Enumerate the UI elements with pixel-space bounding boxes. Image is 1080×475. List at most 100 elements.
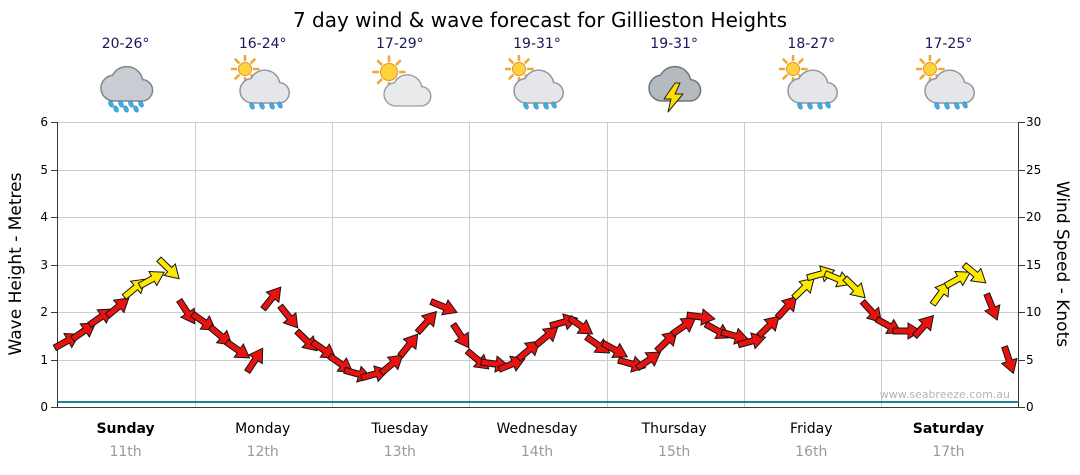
- rain-icon: [57, 55, 194, 113]
- wind-arrow: [239, 341, 272, 377]
- wind-arrow: [666, 309, 702, 343]
- day-temperature-range: 16-24°: [238, 36, 287, 52]
- wind-arrow: [735, 327, 769, 354]
- wind-arrow: [995, 342, 1023, 377]
- wind-arrow: [924, 275, 958, 311]
- right-axis-tick-label: 0: [1026, 400, 1034, 414]
- right-axis-tick-label: 30: [1026, 115, 1042, 129]
- right-axis-title: Wind Speed - Knots: [1052, 180, 1072, 348]
- gridline-horizontal: [58, 169, 1018, 171]
- day-header: 19-31°: [606, 36, 743, 113]
- left-axis-tick-label: 1: [40, 352, 48, 367]
- gridline-day-separator: [195, 122, 197, 407]
- wind-arrow: [426, 292, 461, 322]
- right-axis-tick-label: 5: [1026, 352, 1034, 367]
- day-header: 18-27°: [743, 36, 880, 113]
- left-axis-tick: [51, 169, 57, 171]
- page-title: 7 day wind & wave forecast for Gilliesto…: [292, 8, 788, 32]
- wind-arrow: [170, 294, 203, 330]
- wave-height-line: [58, 401, 1018, 404]
- day-header: 20-26°: [57, 36, 194, 113]
- day-header: 17-29°: [331, 36, 468, 113]
- left-axis-tick: [51, 122, 57, 123]
- day-temperature-range: 20-26°: [101, 36, 150, 52]
- wind-arrow: [134, 263, 170, 295]
- day-name-label: Thursday: [641, 421, 707, 437]
- day-name-label: Wednesday: [496, 421, 578, 437]
- right-axis-tick-label: 10: [1026, 305, 1042, 319]
- left-axis-tick: [51, 264, 57, 266]
- gridline-horizontal: [58, 312, 1018, 313]
- left-axis-tick-label: 4: [40, 210, 48, 224]
- storm-icon: [606, 55, 743, 113]
- right-axis-tick-label: 15: [1026, 257, 1042, 272]
- left-axis-tick-label: 3: [40, 257, 48, 272]
- wind-arrow: [649, 323, 684, 358]
- sun-rain-icon: [194, 54, 331, 113]
- left-axis-title: Wave Height - Metres: [6, 172, 26, 356]
- left-axis-tick: [51, 359, 57, 361]
- wind-arrow: [203, 318, 239, 353]
- wind-arrow: [820, 264, 855, 294]
- day-date-label: 15th: [658, 444, 691, 460]
- day-name-label: Saturday: [912, 421, 985, 437]
- wind-arrow: [977, 290, 1007, 325]
- right-axis-tick: [1019, 407, 1025, 408]
- wind-arrow: [255, 280, 289, 316]
- left-axis-tick: [51, 312, 57, 313]
- wind-arrow: [100, 290, 136, 325]
- right-axis-tick-label: 25: [1026, 162, 1042, 177]
- left-axis-tick-label: 5: [40, 162, 48, 177]
- sun-cloud-icon: [331, 55, 468, 113]
- day-temperature-range: 18-27°: [787, 36, 836, 52]
- wind-arrow: [186, 305, 222, 339]
- day-header: 16-24°: [194, 36, 331, 113]
- left-axis-tick-label: 6: [40, 115, 48, 129]
- wind-arrow: [906, 308, 941, 344]
- left-axis-tick-label: 0: [40, 400, 48, 414]
- right-axis-tick: [1019, 264, 1025, 266]
- wind-arrow: [957, 257, 993, 292]
- sun-rain-icon: [743, 54, 880, 113]
- wind-arrow: [940, 263, 976, 295]
- day-date-label: 11th: [109, 444, 142, 460]
- sun-rain-icon: [468, 54, 605, 113]
- wind-arrow: [66, 314, 102, 348]
- gridline-day-separator: [469, 122, 471, 407]
- right-axis-tick: [1019, 122, 1025, 123]
- day-name-label: Monday: [235, 421, 291, 437]
- right-axis-tick: [1019, 312, 1025, 313]
- day-date-label: 16th: [795, 444, 828, 460]
- gridline-day-separator: [332, 122, 334, 407]
- wind-arrow: [769, 289, 804, 325]
- left-axis-tick-label: 2: [40, 305, 48, 319]
- right-axis-tick: [1019, 359, 1025, 361]
- day-name-label: Tuesday: [371, 421, 429, 437]
- day-date-label: 14th: [520, 444, 554, 460]
- wind-arrow: [220, 333, 256, 367]
- left-axis-tick: [51, 217, 57, 218]
- wind-arrow: [272, 299, 306, 335]
- sun-rain-icon: [880, 54, 1017, 113]
- wind-arrow: [374, 347, 410, 382]
- day-date-label: 12th: [246, 444, 279, 460]
- gridline-horizontal: [58, 264, 1018, 266]
- right-axis-tick: [1019, 217, 1025, 218]
- wind-arrow: [631, 343, 667, 377]
- wind-arrow: [597, 334, 633, 366]
- day-name-label: Sunday: [96, 421, 155, 437]
- wind-arrow: [392, 327, 426, 363]
- left-axis-tick: [51, 407, 57, 408]
- wind-arrow: [495, 349, 530, 379]
- wind-arrow: [306, 333, 342, 367]
- day-header: 19-31°: [468, 36, 605, 113]
- day-temperature-range: 19-31°: [650, 36, 698, 52]
- day-temperature-range: 19-31°: [513, 36, 561, 52]
- wind-arrow: [563, 309, 599, 343]
- wind-arrow: [837, 271, 872, 306]
- wind-arrow: [580, 328, 616, 362]
- wind-arrow: [511, 333, 547, 368]
- plot-area: www.seabreeze.com.au: [51, 122, 1025, 408]
- right-axis-tick-label: 20: [1026, 210, 1042, 224]
